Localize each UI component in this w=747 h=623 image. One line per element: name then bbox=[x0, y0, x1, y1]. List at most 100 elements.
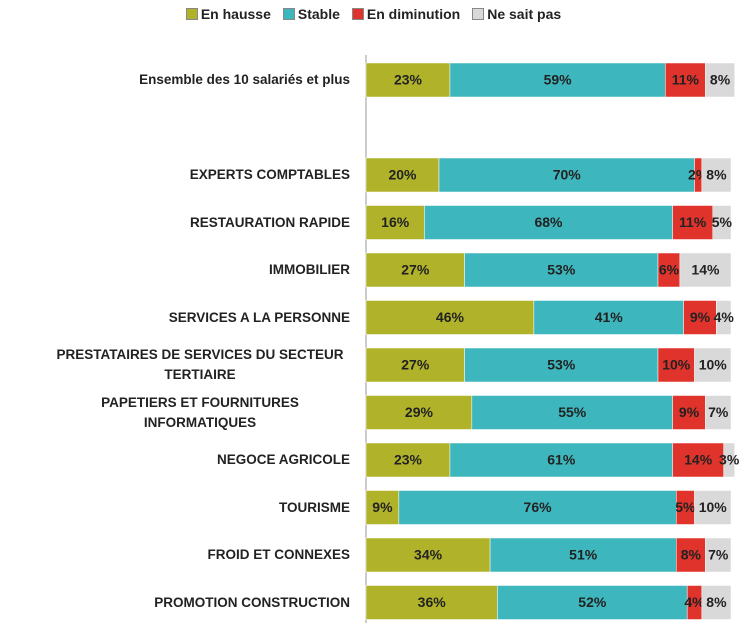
value-label: 23% bbox=[394, 452, 423, 468]
bar-segment bbox=[533, 300, 684, 335]
bar-segment bbox=[464, 252, 659, 288]
value-label: 23% bbox=[394, 72, 423, 88]
category-label: NEGOCE AGRICOLE bbox=[0, 438, 350, 482]
value-label: 5% bbox=[712, 214, 733, 230]
category-label: PROMOTION CONSTRUCTION bbox=[0, 581, 350, 623]
category-text: TOURISME bbox=[278, 499, 350, 515]
category-label: PAPETIERS ET FOURNITURES INFORMATIQUES bbox=[0, 391, 350, 435]
value-label: 8% bbox=[706, 167, 727, 183]
legend-label: En diminution bbox=[366, 6, 461, 22]
value-label: 14% bbox=[684, 452, 713, 468]
bar-segment bbox=[672, 395, 706, 430]
legend-swatch bbox=[351, 8, 364, 20]
value-label: 5% bbox=[675, 499, 696, 515]
category-text: PROMOTION CONSTRUCTION bbox=[154, 594, 350, 610]
category-text: NEGOCE AGRICOLE bbox=[216, 452, 350, 467]
legend-item: Ne sait pas bbox=[472, 6, 561, 22]
value-label: 9% bbox=[679, 404, 700, 420]
legend-swatch bbox=[472, 8, 485, 20]
category-label: Ensemble des 10 salariés et plus bbox=[0, 58, 350, 102]
value-label: 53% bbox=[547, 262, 576, 278]
value-label: 27% bbox=[401, 262, 430, 278]
value-label: 46% bbox=[436, 309, 465, 325]
value-label: 11% bbox=[672, 72, 700, 88]
bar-segment bbox=[489, 537, 677, 573]
value-label: 8% bbox=[681, 547, 702, 563]
legend-label: Stable bbox=[297, 6, 340, 22]
value-label: 27% bbox=[401, 357, 430, 373]
value-label: 52% bbox=[578, 594, 607, 610]
category-label: SERVICES A LA PERSONNE bbox=[0, 296, 350, 340]
category-text: FROID ET CONNEXES bbox=[207, 547, 350, 562]
category-text: Ensemble des 10 salariés et plus bbox=[139, 72, 350, 87]
value-label: 59% bbox=[544, 72, 573, 88]
bar-segment bbox=[449, 442, 673, 478]
legend: En hausse Stable En diminution Ne sait pas bbox=[0, 6, 747, 22]
value-label: 76% bbox=[524, 499, 553, 515]
bar-segment bbox=[672, 442, 724, 478]
bar-segment bbox=[694, 490, 732, 525]
legend-swatch bbox=[185, 8, 198, 20]
value-label: 20% bbox=[388, 167, 417, 183]
bar-segment bbox=[365, 442, 451, 478]
legend-item: Stable bbox=[282, 6, 340, 22]
category-text: EXPERTS COMPTABLES bbox=[189, 167, 350, 182]
value-label: 14% bbox=[691, 262, 720, 278]
legend-label: Ne sait pas bbox=[487, 6, 562, 22]
value-label: 36% bbox=[418, 594, 447, 610]
bar-segment bbox=[701, 585, 732, 620]
value-label: 9% bbox=[690, 309, 711, 325]
bar-segment bbox=[705, 62, 735, 98]
bar-segment bbox=[365, 585, 498, 620]
bar-segment bbox=[464, 347, 659, 383]
category-text: SERVICES A LA PERSONNE bbox=[168, 309, 350, 325]
value-label: 7% bbox=[708, 404, 729, 420]
value-label: 4% bbox=[684, 594, 705, 610]
bar-segment bbox=[701, 157, 732, 193]
value-label: 55% bbox=[558, 404, 587, 420]
bar-segment bbox=[365, 395, 473, 430]
bar-segment bbox=[676, 537, 706, 573]
category-label: TOURISME bbox=[0, 486, 350, 530]
bar-segment bbox=[705, 395, 732, 430]
value-label: 70% bbox=[553, 167, 582, 183]
value-label: 8% bbox=[710, 72, 731, 88]
value-label: 41% bbox=[595, 309, 624, 325]
value-label: 9% bbox=[372, 499, 393, 515]
bar-segment bbox=[705, 537, 732, 573]
bar-segment bbox=[365, 62, 451, 98]
bar-segment bbox=[398, 490, 677, 525]
category-text: RESTAURATION RAPIDE bbox=[189, 214, 350, 230]
bar-segment bbox=[438, 157, 695, 193]
legend-label: En hausse bbox=[200, 6, 271, 22]
value-label: 11% bbox=[679, 214, 707, 230]
bar-segment bbox=[672, 205, 713, 240]
category-label: PRESTATAIRES DE SERVICES DU SECTEUR TERT… bbox=[0, 343, 350, 387]
value-label: 68% bbox=[534, 214, 563, 230]
bar-segment bbox=[716, 300, 732, 335]
bar-segment bbox=[497, 585, 688, 620]
legend-item: En hausse bbox=[185, 6, 271, 22]
bar-segment bbox=[471, 395, 673, 430]
value-label: 3% bbox=[719, 452, 740, 468]
bar-segment bbox=[365, 490, 400, 525]
bar-segment bbox=[683, 300, 717, 335]
value-label: 61% bbox=[547, 452, 576, 468]
value-label: 29% bbox=[405, 404, 434, 420]
bar-segment bbox=[365, 205, 425, 240]
value-label: 16% bbox=[381, 214, 410, 230]
category-label: EXPERTS COMPTABLES bbox=[0, 153, 350, 197]
category-text: IMMOBILIER bbox=[269, 262, 350, 277]
value-label: 7% bbox=[708, 547, 729, 563]
legend-swatch bbox=[282, 8, 295, 20]
bar-segment bbox=[723, 442, 735, 478]
legend-item: En diminution bbox=[351, 6, 461, 22]
value-label: 10% bbox=[699, 499, 728, 515]
bar-segment bbox=[365, 157, 440, 193]
category-label: RESTAURATION RAPIDE bbox=[0, 201, 350, 245]
bar-segment bbox=[365, 252, 465, 288]
category-text: PRESTATAIRES DE SERVICES DU SECTEUR TERT… bbox=[56, 347, 344, 382]
value-label: 6% bbox=[659, 262, 680, 278]
value-label: 8% bbox=[706, 594, 727, 610]
